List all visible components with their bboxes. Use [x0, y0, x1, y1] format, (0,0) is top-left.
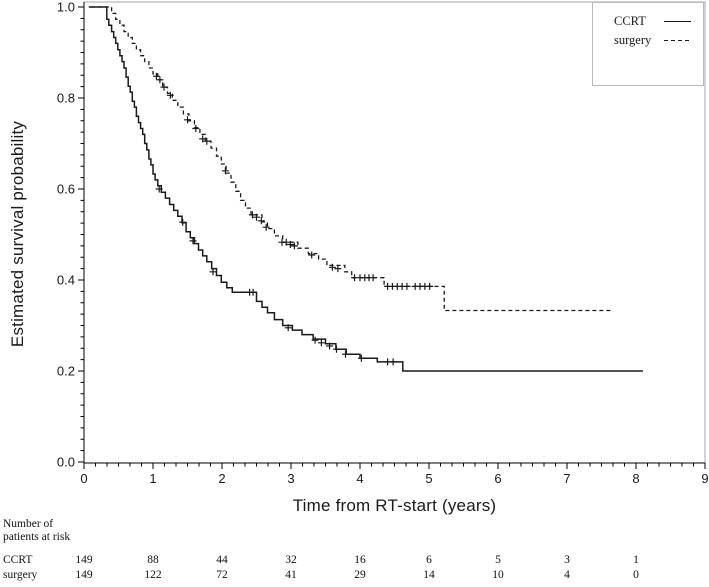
legend: CCRT surgery [592, 2, 704, 86]
y-tick-label: 0.4 [57, 273, 75, 288]
x-tick-label: 6 [494, 471, 501, 486]
y-tick-label: 0.0 [57, 455, 75, 470]
survival-curve-CCRT [88, 6, 643, 372]
risk-count-CCRT-t8: 1 [633, 554, 639, 566]
y-tick-label: 1.0 [57, 0, 75, 15]
risk-count-CCRT-t1: 88 [147, 554, 159, 566]
legend-entry-ccrt: CCRT [614, 14, 698, 29]
x-axis-title: Time from RT-start (years) [292, 496, 497, 515]
risk-count-CCRT-t0: 149 [75, 554, 93, 566]
censor-marks-surgery [152, 72, 434, 290]
plot-frame [84, 1, 706, 463]
y-tick-label: 0.8 [57, 91, 75, 106]
risk-count-surgery-t3: 41 [285, 569, 297, 581]
risk-count-surgery-t4: 29 [354, 569, 366, 581]
legend-label-ccrt: CCRT [614, 14, 646, 28]
y-tick-label: 0.2 [57, 364, 75, 379]
risk-count-surgery-t5: 14 [423, 569, 435, 581]
dashed-line-sample-icon [664, 39, 691, 42]
x-tick-label: 2 [218, 471, 225, 486]
risk-count-surgery-t1: 122 [144, 569, 162, 581]
risk-count-surgery-t8: 0 [633, 569, 639, 581]
risk-count-CCRT-t6: 5 [495, 554, 501, 566]
x-tick-label: 8 [632, 471, 639, 486]
censor-marks-CCRT [155, 185, 397, 366]
risk-table-header: Number of patients at risk [3, 518, 70, 544]
risk-count-CCRT-t3: 32 [285, 554, 297, 566]
risk-row-label-ccrt: CCRT [3, 554, 33, 566]
risk-count-surgery-t0: 149 [75, 569, 93, 581]
legend-label-surgery: surgery [614, 33, 652, 47]
x-tick-label: 7 [563, 471, 570, 486]
risk-count-CCRT-t2: 44 [216, 554, 228, 566]
x-tick-label: 0 [80, 471, 87, 486]
x-tick-label: 4 [356, 471, 363, 486]
x-tick-label: 1 [149, 471, 156, 486]
risk-count-CCRT-t7: 3 [564, 554, 570, 566]
risk-table-header-line2: patients at risk [3, 531, 71, 543]
risk-count-CCRT-t5: 6 [426, 554, 432, 566]
risk-count-surgery-t7: 4 [564, 569, 570, 581]
risk-row-label-surgery: surgery [3, 569, 38, 581]
risk-count-surgery-t6: 10 [492, 569, 504, 581]
x-tick-label: 9 [701, 471, 708, 486]
x-tick-label: 3 [287, 471, 294, 486]
x-tick-label: 5 [425, 471, 432, 486]
y-axis-title: Estimated survival probability [8, 120, 27, 348]
survival-curve-surgery [90, 6, 612, 312]
y-tick-label: 0.6 [57, 182, 75, 197]
risk-count-CCRT-t4: 16 [354, 554, 366, 566]
risk-table-header-line1: Number of [3, 518, 54, 530]
legend-entry-surgery: surgery [614, 33, 698, 48]
risk-count-surgery-t2: 72 [216, 569, 228, 581]
solid-line-sample-icon [664, 20, 691, 23]
